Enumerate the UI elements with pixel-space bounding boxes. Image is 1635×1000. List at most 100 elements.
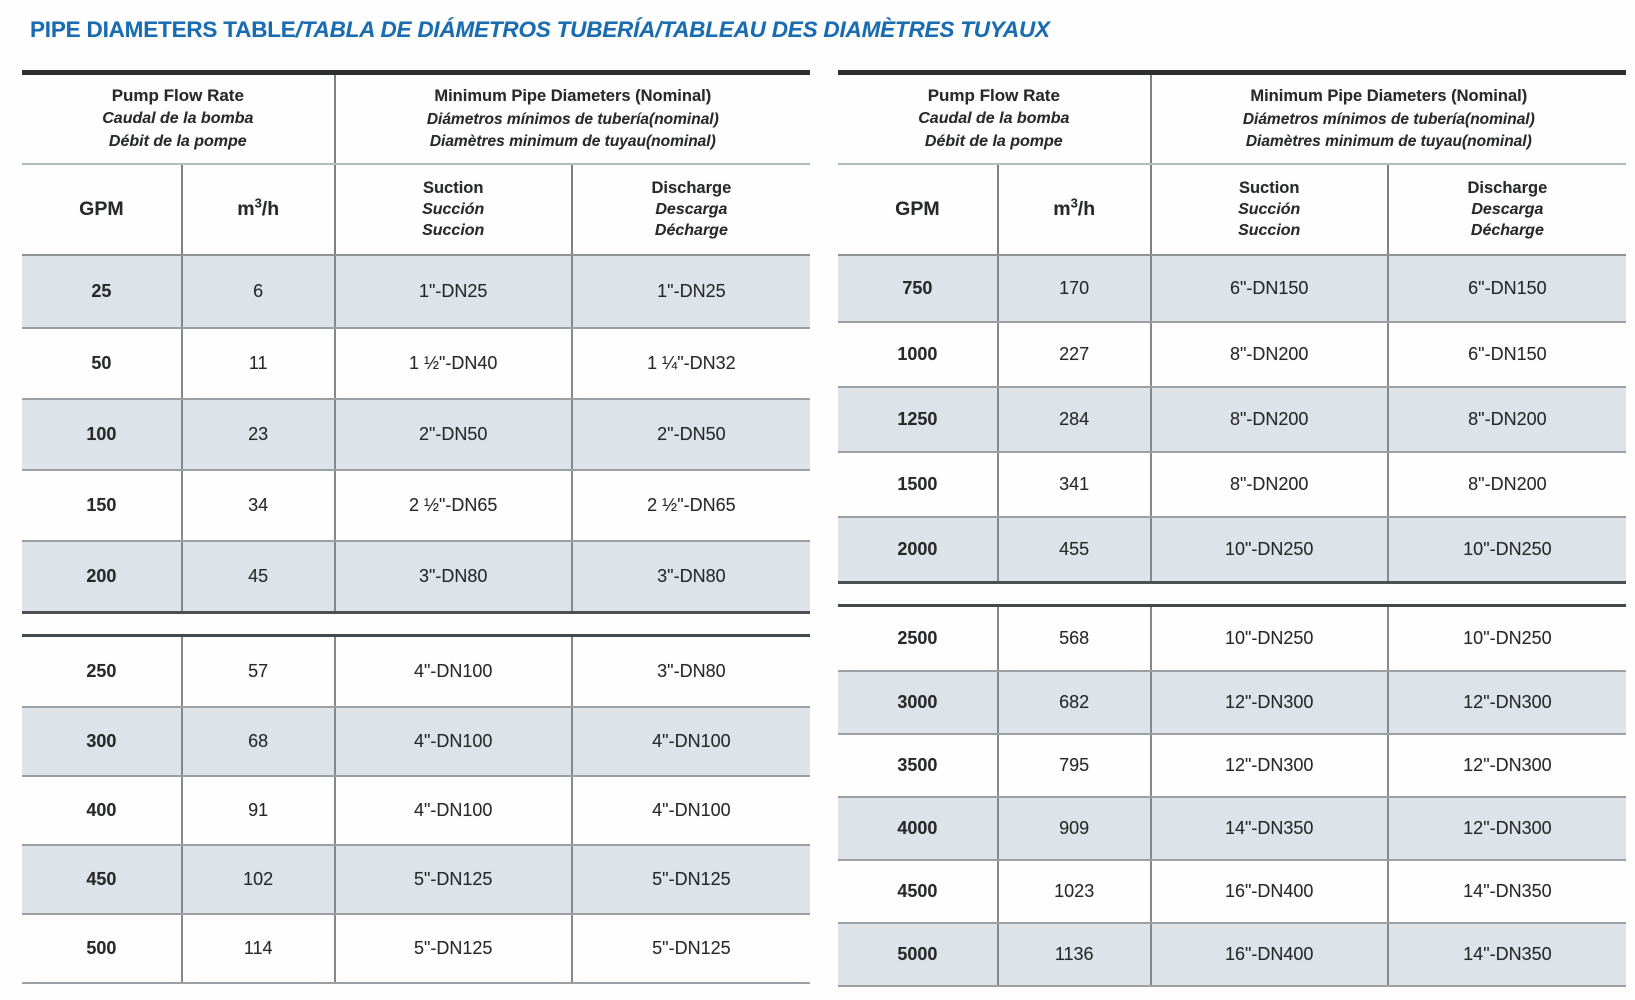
- gpm-cell: 500: [22, 915, 183, 982]
- m3h-superscript: 3: [254, 195, 262, 211]
- gpm-column-header: GPM: [22, 165, 183, 254]
- suction-cell: 4"-DN100: [336, 637, 573, 706]
- suction-cell: 2 ½"-DN65: [336, 471, 573, 540]
- discharge-cell: 12"-DN300: [1463, 755, 1552, 775]
- pump-flow-rate-label: Pump Flow Rate: [927, 86, 1060, 106]
- gpm-cell: 150: [22, 471, 183, 540]
- table-body: 750 170 6"-DN150 6"-DN150 1000 227 8"-DN200 6"-…: [838, 256, 1626, 987]
- suction-cell: 16"-DN400: [1152, 861, 1389, 922]
- gpm-cell: 3500: [838, 735, 999, 796]
- table-row: 750 170 6"-DN150 6"-DN150: [838, 256, 1626, 321]
- min-pipe-diameters-label-es: Diámetros mínimos de tubería(nominal): [426, 110, 719, 128]
- discharge-cell: 5"-DN125: [652, 938, 731, 958]
- table-row: 4500 1023 16"-DN400 14"-DN350: [838, 859, 1626, 922]
- gpm-cell: 250: [22, 637, 183, 706]
- table-column-headers: GPM m3/h Suction Succión Succion Dischar…: [22, 165, 810, 256]
- page-title-english: PIPE DIAMETERS TABLE: [30, 17, 296, 42]
- min-pipe-diameters-label: Minimum Pipe Diameters (Nominal): [434, 87, 712, 106]
- suction-cell: 12"-DN300: [1152, 735, 1389, 796]
- m3h-cell: 23: [183, 400, 336, 469]
- gpm-cell: 300: [22, 708, 183, 775]
- gpm-cell: 100: [22, 400, 183, 469]
- table-row: 150 34 2 ½"-DN65 2 ½"-DN65: [22, 469, 810, 540]
- suction-cell: 3"-DN80: [336, 542, 573, 611]
- discharge-cell: 8"-DN200: [1468, 474, 1547, 494]
- gpm-cell: 450: [22, 846, 183, 913]
- discharge-cell: 3"-DN80: [657, 566, 726, 586]
- suction-cell: 2"-DN50: [336, 400, 573, 469]
- table-row: 450 102 5"-DN125 5"-DN125: [22, 844, 810, 913]
- m3h-column-header: m3/h: [999, 165, 1152, 254]
- suction-label-es: Succión: [422, 201, 485, 219]
- m3h-cell: 34: [183, 471, 336, 540]
- m3h-cell: 1023: [999, 861, 1152, 922]
- m3h-cell: 170: [999, 256, 1152, 321]
- min-pipe-diameters-header: Minimum Pipe Diameters (Nominal) Diámetr…: [1152, 75, 1626, 163]
- m3h-cell: 341: [999, 453, 1152, 516]
- m3h-cell: 568: [999, 607, 1152, 670]
- pipe-table-left: Pump Flow Rate Caudal de la bomba Débit …: [22, 70, 810, 987]
- table-block: 25 6 1"-DN25 1"-DN25 50 11 1 ½"-DN40 1 ¼"-DN32 1…: [22, 256, 810, 614]
- suction-cell: 5"-DN125: [336, 846, 573, 913]
- table-row: 200 45 3"-DN80 3"-DN80: [22, 540, 810, 611]
- min-pipe-diameters-label-fr: Diamètres minimum de tuyau(nominal): [429, 132, 716, 150]
- gpm-cell: 25: [22, 256, 183, 327]
- discharge-cell: 12"-DN300: [1463, 818, 1552, 838]
- discharge-cell: 6"-DN150: [1468, 278, 1547, 298]
- m3h-cell: 284: [999, 388, 1152, 451]
- discharge-label-fr: Décharge: [654, 222, 728, 240]
- gpm-column-header: GPM: [838, 165, 999, 254]
- discharge-label-es: Descarga: [1471, 201, 1544, 219]
- gpm-cell: 5000: [838, 924, 999, 985]
- suction-label: Suction: [422, 178, 484, 197]
- min-pipe-diameters-label: Minimum Pipe Diameters (Nominal): [1250, 87, 1528, 106]
- gpm-cell: 2000: [838, 518, 999, 581]
- discharge-label-es: Descarga: [655, 201, 728, 219]
- min-pipe-diameters-label-fr: Diamètres minimum de tuyau(nominal): [1245, 132, 1532, 150]
- min-pipe-diameters-header: Minimum Pipe Diameters (Nominal) Diámetr…: [336, 75, 810, 163]
- m3h-superscript: 3: [1070, 195, 1078, 211]
- suction-cell: 4"-DN100: [336, 708, 573, 775]
- gpm-cell: 750: [838, 256, 999, 321]
- discharge-cell: 4"-DN100: [652, 800, 731, 820]
- discharge-cell: 14"-DN350: [1463, 944, 1552, 964]
- table-row: 4000 909 14"-DN350 12"-DN300: [838, 796, 1626, 859]
- suction-cell: 4"-DN100: [336, 777, 573, 844]
- table-block: 750 170 6"-DN150 6"-DN150 1000 227 8"-DN200 6"-…: [838, 256, 1626, 584]
- suction-cell: 10"-DN250: [1152, 518, 1389, 581]
- discharge-cell: 2"-DN50: [657, 424, 726, 444]
- suction-cell: 8"-DN200: [1152, 323, 1389, 386]
- table-row: 2500 568 10"-DN250 10"-DN250: [838, 607, 1626, 670]
- gpm-cell: 1000: [838, 323, 999, 386]
- gpm-label: GPM: [79, 197, 124, 220]
- table-block: 2500 568 10"-DN250 10"-DN250 3000 682 12"-DN30…: [838, 604, 1626, 987]
- discharge-cell: 1"-DN25: [657, 281, 726, 301]
- discharge-column-header: Discharge Descarga Décharge: [1389, 165, 1626, 254]
- table-body: 25 6 1"-DN25 1"-DN25 50 11 1 ½"-DN40 1 ¼"-DN32 1…: [22, 256, 810, 984]
- table-group-header: Pump Flow Rate Caudal de la bomba Débit …: [22, 75, 810, 165]
- suction-label-fr: Succion: [422, 222, 485, 240]
- min-pipe-diameters-label-es: Diámetros mínimos de tubería(nominal): [1242, 110, 1535, 128]
- suction-label: Suction: [1238, 178, 1300, 197]
- suction-cell: 8"-DN200: [1152, 453, 1389, 516]
- discharge-label-fr: Décharge: [1470, 222, 1544, 240]
- pump-flow-rate-label-es: Caudal de la bomba: [102, 110, 254, 128]
- m3h-label: m3/h: [1053, 195, 1096, 220]
- m3h-cell: 6: [183, 256, 336, 327]
- suction-label-es: Succión: [1238, 201, 1301, 219]
- pump-flow-rate-label-es: Caudal de la bomba: [918, 110, 1070, 128]
- suction-cell: 8"-DN200: [1152, 388, 1389, 451]
- discharge-label: Discharge: [651, 178, 732, 197]
- m3h-cell: 91: [183, 777, 336, 844]
- table-row: 3000 682 12"-DN300 12"-DN300: [838, 670, 1626, 733]
- suction-cell: 14"-DN350: [1152, 798, 1389, 859]
- suction-cell: 1"-DN25: [336, 256, 573, 327]
- m3h-cell: 102: [183, 846, 336, 913]
- m3h-cell: 45: [183, 542, 336, 611]
- suction-cell: 16"-DN400: [1152, 924, 1389, 985]
- discharge-cell: 6"-DN150: [1468, 344, 1547, 364]
- suction-cell: 10"-DN250: [1152, 607, 1389, 670]
- table-row: 400 91 4"-DN100 4"-DN100: [22, 775, 810, 844]
- table-row: 25 6 1"-DN25 1"-DN25: [22, 256, 810, 327]
- gpm-cell: 3000: [838, 672, 999, 733]
